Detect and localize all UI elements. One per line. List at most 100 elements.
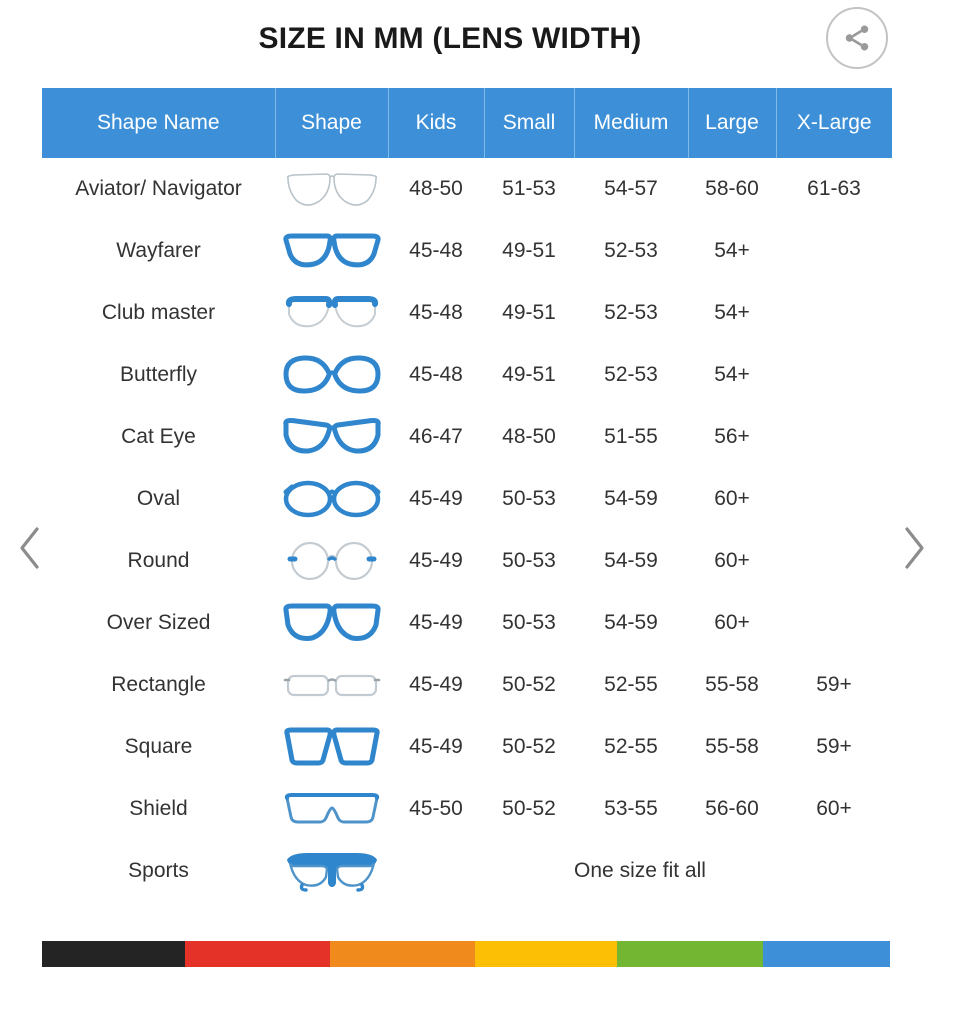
cell-medium: 52-53 (574, 344, 688, 406)
cell-large: 56-60 (688, 778, 776, 840)
cell-small: 50-52 (484, 716, 574, 778)
table-row: Aviator/ Navigator 48-50 51-53 54-57 (42, 158, 892, 220)
prev-slide-button[interactable] (4, 518, 56, 578)
cell-xlarge (776, 592, 892, 654)
title-bar: SIZE IN MM (LENS WIDTH) (0, 0, 957, 88)
column-header-shape-name[interactable]: Shape Name (42, 88, 276, 158)
cell-kids: 46-47 (388, 406, 484, 468)
table-row: Rectangle 45-49 5 (42, 654, 892, 716)
cell-shape-name: Over Sized (42, 592, 275, 654)
table-row: Over Sized 45-49 50-53 54-59 60 (42, 592, 892, 654)
cell-medium: 52-55 (574, 716, 688, 778)
cell-large: 54+ (688, 220, 776, 282)
cell-xlarge: 60+ (776, 778, 892, 840)
column-header-small[interactable]: Small (484, 88, 575, 158)
table-row: Cat Eye 46-47 48-50 51-55 56+ (42, 406, 892, 468)
cell-shape-name: Square (42, 716, 275, 778)
cell-xlarge: 59+ (776, 654, 892, 716)
column-header-medium[interactable]: Medium (574, 88, 689, 158)
cell-medium: 54-59 (574, 530, 688, 592)
cell-medium: 54-57 (574, 158, 688, 220)
cell-shape-name: Rectangle (42, 654, 275, 716)
cell-kids: 45-48 (388, 220, 484, 282)
cell-kids: 45-48 (388, 344, 484, 406)
table-body: Aviator/ Navigator 48-50 51-53 54-57 (42, 158, 892, 902)
cell-xlarge (776, 406, 892, 468)
cell-small: 50-53 (484, 592, 574, 654)
wayfarer-glasses-icon (282, 230, 382, 272)
table-row: Club master 45-48 (42, 282, 892, 344)
cell-shape-name: Club master (42, 282, 275, 344)
cell-shape (275, 406, 388, 468)
cell-small: 50-53 (484, 530, 574, 592)
cell-shape (275, 840, 388, 902)
cell-small: 49-51 (484, 282, 574, 344)
oval-glasses-icon (282, 478, 382, 520)
cell-shape (275, 158, 388, 220)
cell-kids: 45-50 (388, 778, 484, 840)
column-header-kids[interactable]: Kids (388, 88, 485, 158)
cell-shape (275, 530, 388, 592)
cell-xlarge (776, 220, 892, 282)
cell-large: 54+ (688, 344, 776, 406)
cell-shape (275, 592, 388, 654)
aviator-glasses-icon (282, 168, 382, 210)
clubmaster-glasses-icon (282, 292, 382, 334)
rectangle-glasses-icon (282, 667, 382, 703)
cell-medium: 52-55 (574, 654, 688, 716)
cell-small: 50-53 (484, 468, 574, 530)
cell-shape (275, 220, 388, 282)
cell-shape (275, 654, 388, 716)
column-header-xlarge[interactable]: X-Large (776, 88, 892, 158)
chevron-left-icon (17, 525, 43, 571)
sports-glasses-icon (282, 849, 382, 893)
cell-large: 58-60 (688, 158, 776, 220)
cell-shape-name: Oval (42, 468, 275, 530)
cell-shape (275, 716, 388, 778)
cell-large: 56+ (688, 406, 776, 468)
square-glasses-icon (282, 725, 382, 769)
table-header-row: Shape Name Shape Kids Small Medium Large… (42, 88, 892, 158)
cell-shape-name: Shield (42, 778, 275, 840)
cell-one-size-fit-all: One size fit all (388, 840, 892, 902)
oversized-glasses-icon (282, 601, 382, 645)
cell-small: 50-52 (484, 654, 574, 716)
cell-shape-name: Round (42, 530, 275, 592)
table-row: Wayfarer 45-48 49-51 52-53 54+ (42, 220, 892, 282)
cell-xlarge (776, 530, 892, 592)
cell-xlarge (776, 282, 892, 344)
cell-xlarge: 59+ (776, 716, 892, 778)
cell-medium: 52-53 (574, 282, 688, 344)
column-header-large[interactable]: Large (688, 88, 777, 158)
chevron-right-icon (901, 525, 927, 571)
next-slide-button[interactable] (888, 518, 940, 578)
page-title: SIZE IN MM (LENS WIDTH) (258, 22, 642, 55)
color-segment-black (42, 941, 185, 967)
cell-kids: 45-48 (388, 282, 484, 344)
cell-medium: 54-59 (574, 592, 688, 654)
cell-large: 60+ (688, 530, 776, 592)
color-strip (42, 941, 890, 967)
cell-kids: 45-49 (388, 468, 484, 530)
cell-shape (275, 468, 388, 530)
cell-large: 55-58 (688, 654, 776, 716)
cell-xlarge: 61-63 (776, 158, 892, 220)
cateye-glasses-icon (282, 415, 382, 459)
table-row: Butterfly 45-48 49-51 52-53 54+ (42, 344, 892, 406)
share-button[interactable] (826, 7, 888, 69)
column-header-shape[interactable]: Shape (275, 88, 389, 158)
cell-medium: 52-53 (574, 220, 688, 282)
cell-large: 54+ (688, 282, 776, 344)
butterfly-glasses-icon (282, 353, 382, 397)
bottom-padding (0, 985, 957, 1024)
cell-kids: 45-49 (388, 530, 484, 592)
shield-glasses-icon (282, 790, 382, 828)
cell-kids: 45-49 (388, 716, 484, 778)
size-chart-card: Shape Name Shape Kids Small Medium Large… (42, 88, 892, 902)
size-chart-table: Shape Name Shape Kids Small Medium Large… (42, 88, 892, 902)
round-glasses-icon (282, 540, 382, 582)
cell-medium: 51-55 (574, 406, 688, 468)
table-row: Shield 45-50 50-52 53-55 56-60 60+ (42, 778, 892, 840)
cell-xlarge (776, 344, 892, 406)
